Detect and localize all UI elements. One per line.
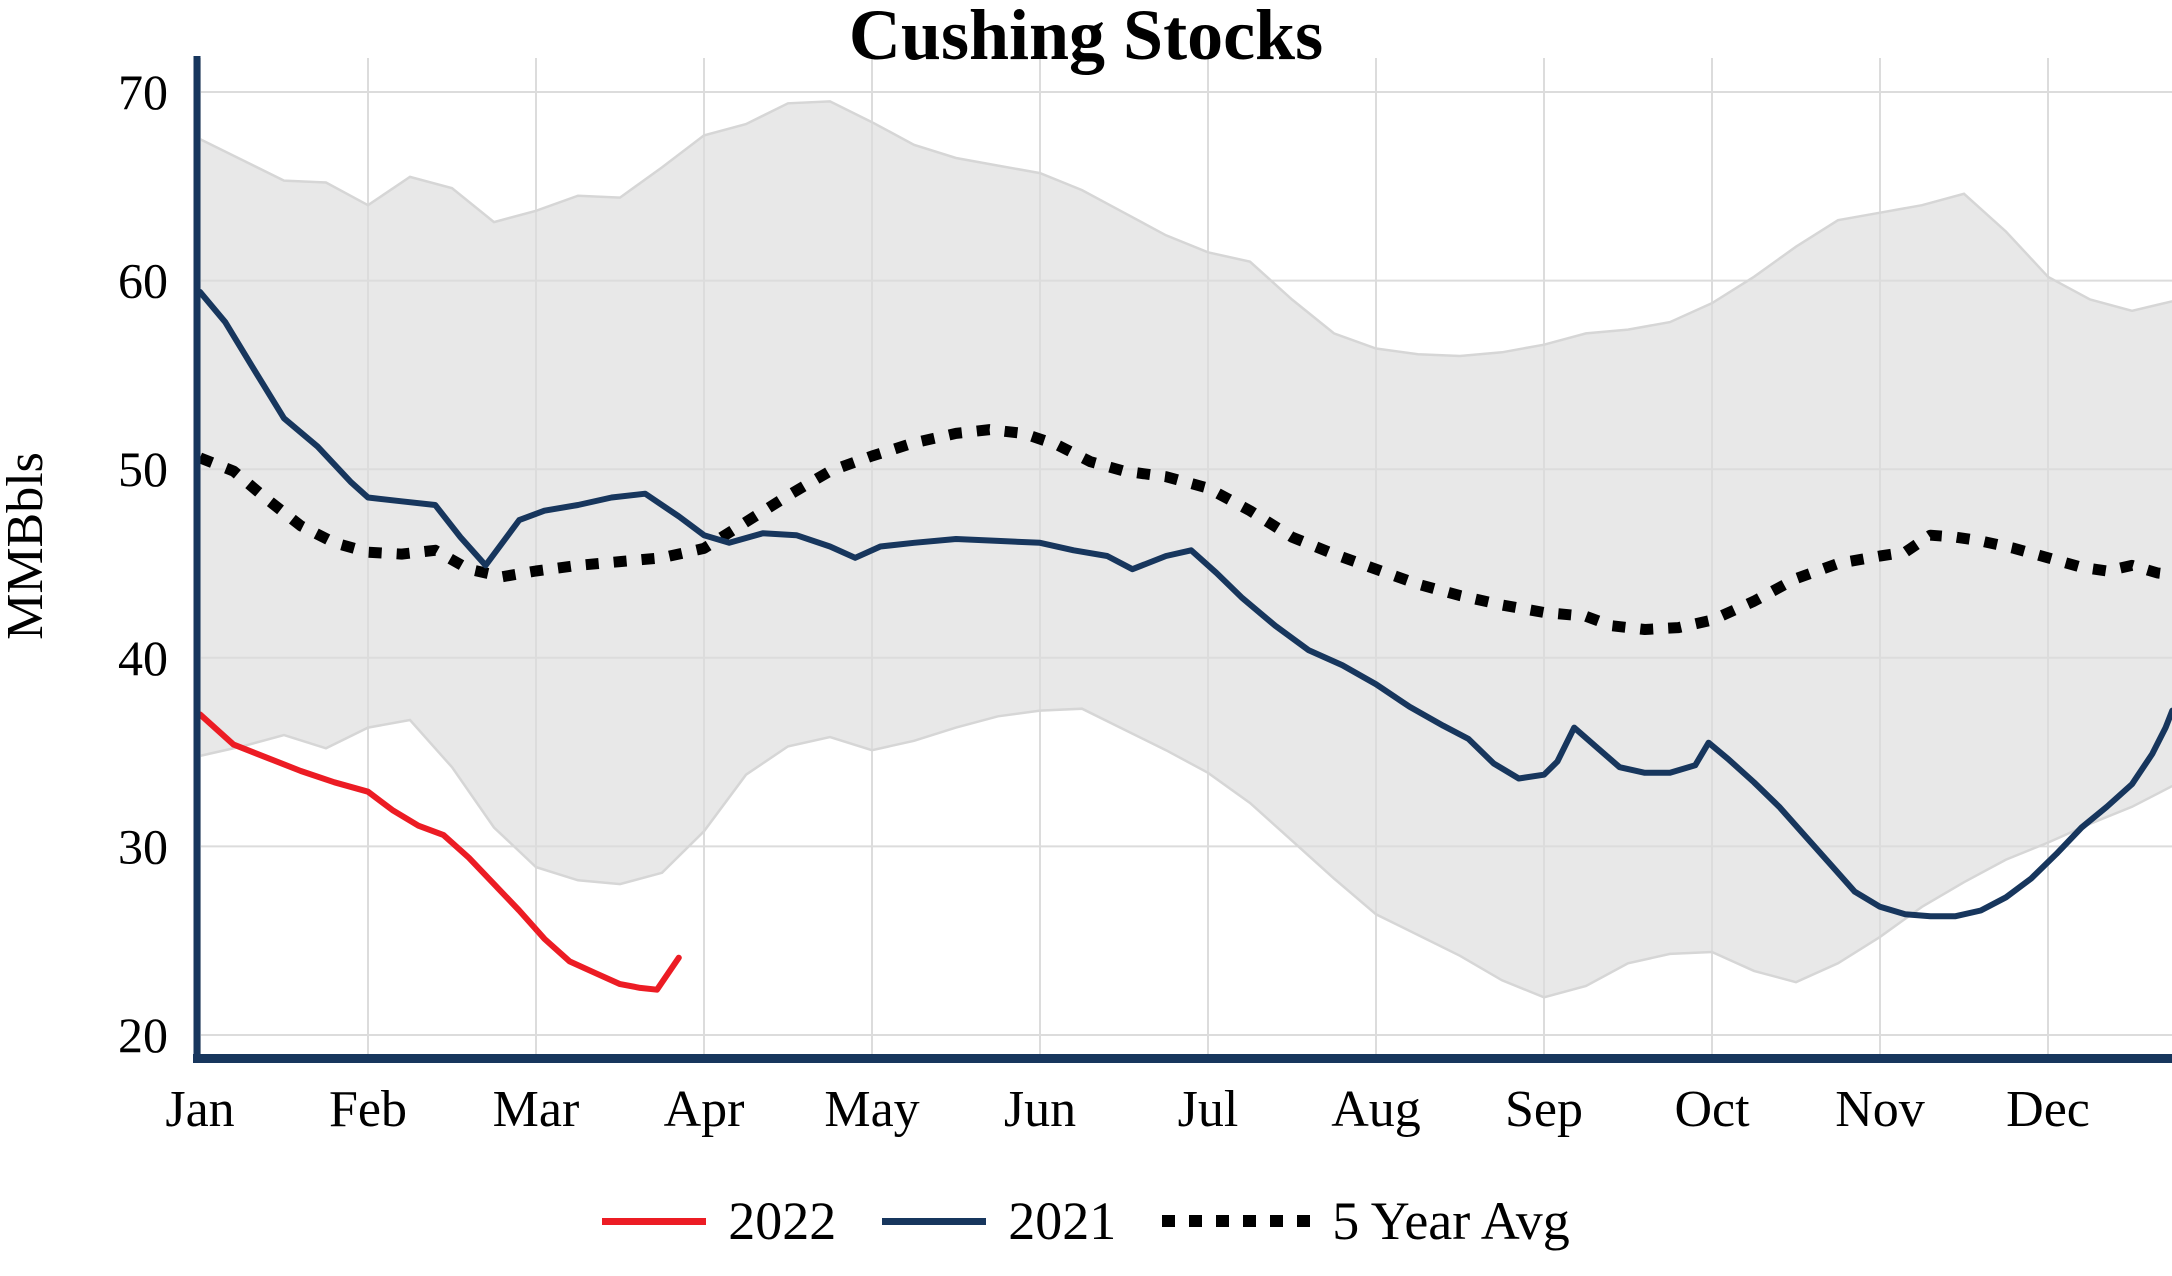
y-tick-labels: 20 30 40 50 60 70 [118,64,168,1063]
legend-line-2021 [882,1217,987,1225]
y-tick-label: 30 [118,818,168,874]
legend-label-2021: 2021 [1008,1191,1117,1251]
y-tick-label: 70 [118,64,168,120]
x-tick-label: Apr [664,1081,745,1138]
legend-line-2022 [602,1217,707,1225]
x-tick-label: Dec [2006,1081,2090,1138]
legend-item-2021: 2021 [882,1190,1116,1252]
y-tick-label: 20 [118,1007,168,1063]
legend-label-5-year-avg: 5 Year Avg [1332,1191,1570,1251]
x-tick-label: Jan [165,1081,234,1138]
legend-item-2022: 2022 [602,1190,836,1252]
x-tick-label: Feb [329,1081,407,1138]
x-tick-label: Mar [493,1081,580,1138]
y-tick-label: 50 [118,441,168,497]
series-5-year-avg-line [197,424,2172,635]
series-2022-line [197,711,682,993]
y-tick-label: 40 [118,630,168,686]
y-tick-label: 60 [118,253,168,309]
legend: 2022 2021 5 Year Avg [0,1190,2172,1252]
legend-label-2022: 2022 [728,1191,837,1251]
x-tick-label: Aug [1331,1081,1421,1138]
x-tick-label: May [824,1081,919,1138]
x-tick-label: Jul [1178,1081,1239,1138]
band-lower-edge [199,707,2172,999]
gridlines [197,58,2172,1058]
x-tick-label: Nov [1835,1081,1925,1138]
x-tick-label: Sep [1505,1081,1583,1138]
x-tick-label: Oct [1674,1081,1750,1138]
legend-line-5-year-avg [1162,1215,1311,1227]
band-upper-edge [199,100,2172,358]
legend-item-5-year-avg: 5 Year Avg [1162,1190,1570,1252]
x-tick-labels: Jan Feb Mar Apr May Jun Jul Aug Sep Oct Nov Dec [165,1081,2090,1138]
x-tick-label: Jun [1004,1081,1076,1138]
y-axis-label: MMBbls [0,452,54,640]
series-2021-line [197,288,2172,920]
